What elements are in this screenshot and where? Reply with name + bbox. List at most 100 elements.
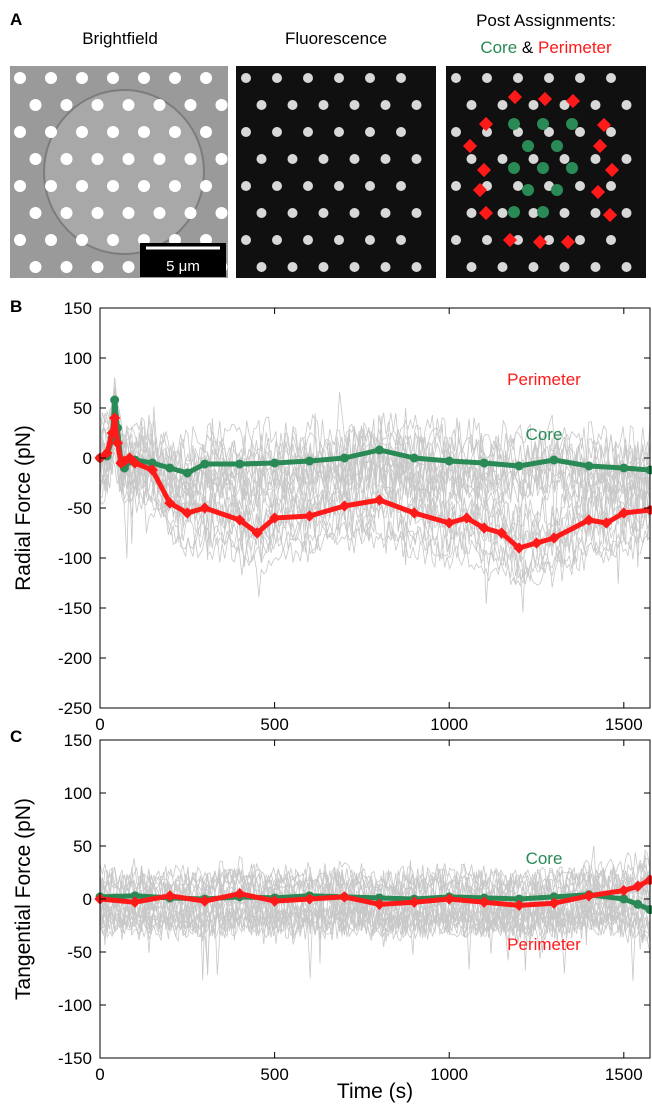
y-tick-label: -250 — [58, 699, 92, 718]
core-point — [479, 458, 489, 468]
lattice-post — [466, 154, 477, 164]
lattice-post — [451, 181, 461, 191]
brightfield-post — [14, 72, 26, 84]
brightfield-post — [60, 153, 73, 165]
fluorescence-post — [241, 181, 251, 191]
brightfield-cell — [43, 89, 205, 255]
lattice-post — [606, 235, 616, 245]
perimeter-post-marker — [532, 234, 548, 250]
brightfield-post — [122, 99, 135, 111]
fluorescence-post — [303, 73, 313, 83]
perimeter-point — [268, 895, 281, 907]
brightfield-post — [138, 180, 150, 192]
perimeter-point — [234, 514, 246, 526]
core-point — [305, 456, 315, 466]
brightfield-post — [122, 153, 135, 165]
brightfield-post — [91, 99, 104, 111]
lattice-post — [575, 235, 585, 245]
fluorescence-post — [272, 127, 282, 137]
brightfield-post — [122, 207, 135, 219]
perimeter-post-marker — [537, 91, 553, 107]
perimeter-post-marker — [602, 207, 618, 223]
y-tick-label: -100 — [58, 996, 92, 1015]
tangential-perimeter-annotation: Perimeter — [507, 935, 581, 954]
fluorescence-post — [318, 208, 329, 218]
core-point — [584, 461, 594, 471]
lattice-post — [497, 208, 508, 218]
lattice-post — [497, 262, 508, 272]
perimeter-point — [146, 464, 159, 476]
core-point — [549, 455, 559, 465]
individual-post-trace — [99, 377, 651, 498]
brightfield-post — [45, 126, 57, 138]
brightfield-post — [14, 180, 26, 192]
core-point — [514, 461, 524, 471]
core-post-marker — [566, 162, 578, 174]
core-post-marker — [566, 118, 578, 130]
radial-y-ticks: 150 100 50 0 -50 -100 -150 -200 -250 — [58, 299, 650, 718]
core-point — [619, 463, 629, 473]
brightfield-post — [215, 99, 228, 111]
lattice-post — [621, 262, 632, 272]
fluorescence-post — [272, 181, 282, 191]
core-post-marker — [537, 206, 549, 218]
perimeter-point — [373, 494, 386, 506]
lattice-post — [513, 73, 523, 83]
lattice-post — [606, 181, 616, 191]
brightfield-post — [169, 126, 181, 138]
perimeter-post-marker — [478, 205, 494, 221]
panel-a: A Brightfield Fluorescence Post Assignme… — [10, 10, 646, 278]
core-point — [444, 456, 454, 466]
fluorescence-post — [287, 154, 298, 164]
brightfield-post — [91, 261, 104, 273]
perimeter-point — [478, 896, 490, 908]
lattice-post — [528, 208, 539, 218]
y-tick-label: 150 — [64, 731, 92, 750]
perimeter-point — [408, 896, 420, 908]
individual-post-trace — [99, 867, 651, 917]
lattice-post — [466, 208, 477, 218]
perimeter-point — [495, 527, 508, 539]
brightfield-post — [153, 153, 166, 165]
perimeter-point — [129, 896, 141, 908]
y-tick-label: 100 — [64, 349, 92, 368]
fluorescence-post — [396, 73, 406, 83]
fluorescence-post — [380, 208, 391, 218]
core-point — [182, 468, 192, 478]
lattice-post — [590, 154, 601, 164]
core-point — [270, 458, 280, 468]
perimeter-point — [234, 888, 246, 900]
core-point — [147, 458, 157, 468]
individual-post-trace — [99, 391, 651, 559]
post-assignments-legend: Core & Perimeter — [480, 38, 612, 57]
post-assignment-markers — [462, 89, 620, 250]
perimeter-point — [373, 898, 386, 910]
brightfield-post — [45, 72, 57, 84]
lattice-post — [621, 154, 632, 164]
y-tick-label: 50 — [73, 837, 92, 856]
radial-individual-traces — [99, 377, 651, 613]
fluorescence-post — [272, 73, 282, 83]
core-post-marker — [508, 206, 520, 218]
lattice-post — [544, 127, 554, 137]
brightfield-post — [91, 207, 104, 219]
fluorescence-post — [334, 73, 344, 83]
perimeter-point — [530, 537, 543, 549]
fluorescence-post — [411, 100, 422, 110]
lattice-post — [621, 100, 632, 110]
brightfield-post — [215, 207, 228, 219]
brightfield-post — [107, 234, 119, 246]
lattice-post — [482, 235, 492, 245]
lattice-post — [513, 181, 523, 191]
fluorescence-post — [287, 262, 298, 272]
fluorescence-post — [272, 235, 282, 245]
fluorescence-post — [318, 100, 329, 110]
perimeter-point — [548, 897, 560, 909]
perimeter-post-marker — [502, 232, 518, 248]
brightfield-post — [76, 234, 88, 246]
brightfield-post — [29, 261, 42, 273]
perimeter-point — [478, 522, 490, 534]
lattice-post — [528, 154, 539, 164]
brightfield-post — [60, 261, 73, 273]
core-post-marker — [522, 140, 534, 152]
